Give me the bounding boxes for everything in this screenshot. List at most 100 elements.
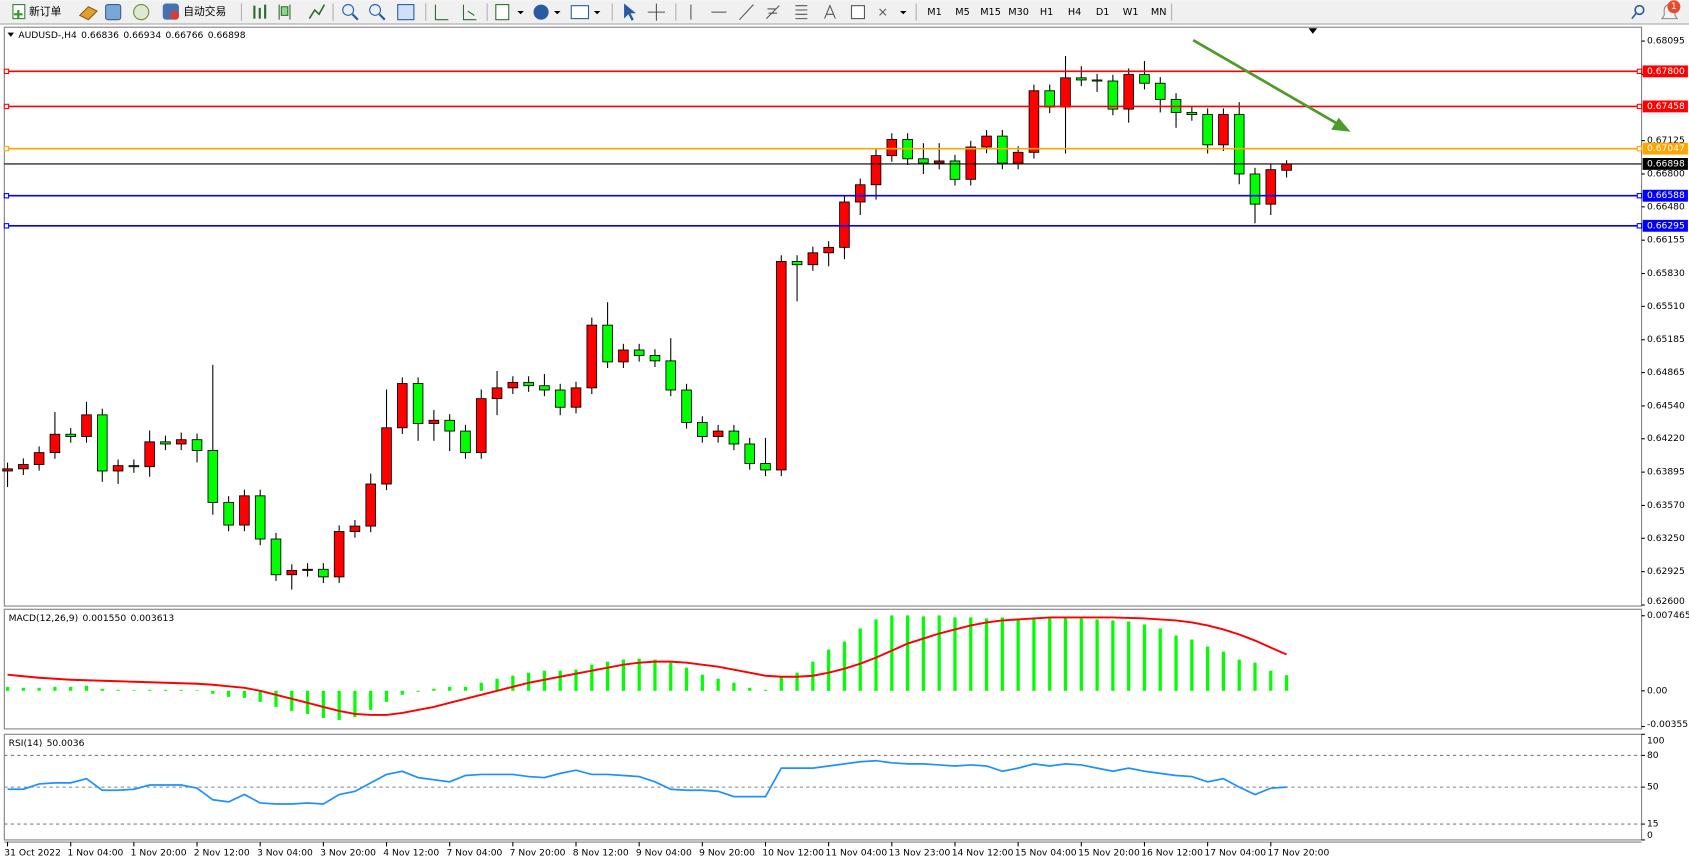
timeframe-button[interactable]: W1	[1123, 7, 1139, 18]
bar-chart-tool[interactable]	[253, 4, 267, 19]
candle-body	[1012, 151, 1024, 164]
macd-bar	[700, 674, 704, 691]
x-tick-label: 17 Nov 20:00	[1268, 847, 1330, 858]
macd-bar	[842, 641, 847, 691]
candle-body	[760, 463, 771, 471]
y-tick-label: 0.65185	[1647, 334, 1685, 345]
trendline-tool[interactable]	[739, 4, 754, 21]
indicator-value: 0.001550	[82, 612, 126, 623]
timeframe-button[interactable]: MN	[1151, 7, 1167, 18]
search-icon[interactable]	[1634, 4, 1645, 16]
indicators-tool[interactable]	[495, 4, 510, 21]
zoom-out-tool[interactable]	[369, 4, 382, 16]
macd-bar	[1111, 620, 1115, 691]
timeframe-button[interactable]: M15	[980, 7, 1001, 18]
candle-body	[270, 538, 282, 576]
macd-bar	[890, 615, 894, 691]
crosshair-tool[interactable]	[647, 3, 666, 21]
timeframe-button[interactable]: D1	[1096, 7, 1110, 18]
macd-bar	[179, 689, 183, 691]
timeframe-button[interactable]: M5	[955, 7, 970, 18]
x-tick-label: 13 Nov 23:00	[889, 847, 951, 858]
x-tick-label: 1 Nov 20:00	[131, 847, 187, 858]
panel-frame	[3, 608, 1643, 730]
tool-icon[interactable]	[105, 4, 122, 21]
line-chart-tool[interactable]	[308, 4, 326, 20]
dropdown-arrow[interactable]	[900, 11, 907, 15]
macd-bar	[69, 686, 73, 691]
chart-shift-tool[interactable]	[462, 4, 477, 21]
macd-bar	[5, 686, 10, 691]
new-order-button[interactable]: 新订单	[12, 4, 62, 20]
y-tick-label: -0.003551	[1647, 719, 1689, 730]
candle-body	[633, 349, 645, 356]
candle-chart-tool[interactable]	[278, 4, 291, 20]
price-level-tag	[1642, 189, 1688, 202]
price-level-tag	[1642, 100, 1688, 113]
x-tick-label: 11 Nov 04:00	[825, 847, 887, 858]
dropdown-arrow[interactable]	[593, 11, 601, 15]
macd-bar	[100, 688, 104, 691]
candle-body	[191, 439, 203, 451]
auto-trading-stop	[170, 11, 179, 20]
candle-body	[539, 385, 550, 391]
chart-header: AUDUSD-,H4 0.66836 0.66934 0.66766 0.66898	[18, 29, 245, 40]
macd-bar	[1016, 618, 1020, 691]
macd-bar	[226, 690, 231, 697]
macd-bar	[969, 617, 973, 691]
tool-icon[interactable]	[78, 6, 98, 21]
auto-trading-label: 自动交易	[183, 5, 226, 18]
y-tick-label: 0.63250	[1647, 533, 1685, 544]
text-tool[interactable]	[824, 4, 836, 19]
dropdown-arrow[interactable]	[554, 11, 561, 15]
macd-bar	[1174, 635, 1178, 691]
label-tool[interactable]	[850, 5, 865, 20]
channel-tool[interactable]	[765, 5, 780, 19]
autoscroll-tool[interactable]	[434, 4, 449, 21]
auto-trading-button[interactable]: 自动交易	[162, 3, 227, 20]
timeframe-button[interactable]: M30	[1008, 7, 1029, 18]
candle-body	[744, 443, 755, 464]
candle-body	[333, 531, 345, 578]
timeframe-button[interactable]: H4	[1068, 7, 1081, 18]
macd-bar	[716, 678, 720, 691]
timeframe-button[interactable]: H1	[1040, 7, 1053, 18]
candle-body	[1123, 74, 1134, 110]
tile-windows-tool[interactable]	[397, 4, 415, 21]
fibonacci-tool[interactable]	[795, 5, 808, 20]
macd-bar	[527, 672, 531, 691]
candle-body	[870, 155, 882, 186]
y-tick-label: 0.007465	[1647, 610, 1689, 621]
quote-open: 0.66836	[81, 29, 119, 40]
candle-body	[254, 495, 266, 540]
tool-icon[interactable]	[133, 4, 150, 21]
chart-layer: 0.680950.677700.671250.668000.664800.661…	[2, 26, 1689, 858]
indicator-title: RSI(14) 50.0036	[9, 737, 85, 748]
candle-body	[1028, 90, 1040, 153]
macd-bar	[1221, 651, 1226, 691]
x-tick-label: 1 Nov 04:00	[67, 847, 123, 858]
candle-body	[97, 414, 108, 472]
macd-bar	[321, 690, 325, 718]
periods-tool[interactable]	[533, 4, 549, 20]
zoom-in-tool[interactable]	[342, 4, 355, 16]
timeframe-button[interactable]: M1	[927, 7, 942, 18]
candle-body	[65, 433, 76, 437]
price-level-tag	[1642, 219, 1688, 232]
new-order-icon-plus	[14, 9, 23, 19]
y-tick-label: 0.64220	[1647, 433, 1685, 444]
candle-body	[302, 568, 313, 571]
arrows-tool[interactable]	[879, 8, 887, 16]
candle-body	[349, 525, 361, 532]
y-tick-label: 50	[1647, 782, 1659, 793]
macd-bar	[621, 659, 625, 691]
macd-bar	[1063, 617, 1068, 691]
dropdown-arrow[interactable]	[517, 11, 524, 15]
cursor-tool[interactable]	[624, 3, 636, 21]
x-tick-label: 15 Nov 20:00	[1078, 847, 1140, 858]
candle-body	[554, 389, 566, 408]
templates-tool[interactable]	[570, 5, 590, 20]
candle-body	[412, 383, 424, 424]
last-price-label: 0.66898	[1647, 158, 1685, 169]
